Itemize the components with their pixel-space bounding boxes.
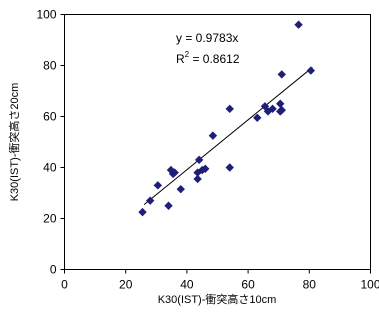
- r-squared-superscript: 2: [185, 50, 190, 59]
- data-points: [138, 20, 316, 217]
- data-point-marker: [138, 207, 147, 217]
- y-tick-label: 80: [43, 59, 57, 73]
- data-point-marker: [208, 131, 218, 140]
- data-point-marker: [263, 107, 273, 116]
- axis-ticks: [60, 14, 371, 274]
- data-point-marker: [164, 201, 173, 210]
- data-point-marker: [193, 174, 202, 184]
- data-point-marker: [176, 184, 185, 194]
- r-squared-label: R2 = 0.8612: [176, 50, 240, 66]
- data-point-marker: [201, 164, 210, 173]
- data-point-marker: [294, 20, 303, 29]
- y-tick-label: 0: [50, 263, 57, 277]
- x-tick-label: 80: [303, 278, 317, 292]
- data-point-marker: [225, 163, 234, 172]
- y-tick-label: 40: [43, 161, 57, 175]
- equation-label: y = 0.9783x: [176, 31, 238, 45]
- x-tick-label: 100: [360, 278, 379, 292]
- y-tick-label: 20: [43, 212, 57, 226]
- y-axis-title: K30(IST)-衝突高さ20cm: [7, 83, 21, 202]
- x-axis-title: K30(IST)-衝突高さ10cm: [158, 292, 277, 306]
- y-tick-label: 60: [43, 110, 57, 124]
- data-point-marker: [170, 168, 179, 177]
- r-squared-value: = 0.8612: [189, 52, 240, 66]
- plot-area-frame: [64, 14, 371, 270]
- data-point-marker: [277, 70, 286, 79]
- data-point-marker: [277, 105, 286, 115]
- x-tick-label: 60: [241, 278, 255, 292]
- x-tick-label: 40: [180, 278, 194, 292]
- r-squared-letter: R: [176, 52, 185, 66]
- trend-line: [143, 67, 313, 206]
- data-point-marker: [145, 196, 155, 205]
- x-tick-label: 20: [119, 278, 133, 292]
- tick-labels: 0 20 40 60 80 100 0 20 40 60 80 100: [36, 8, 379, 292]
- y-tick-label: 100: [36, 8, 56, 22]
- data-point-marker: [153, 181, 163, 190]
- x-tick-label: 0: [61, 278, 68, 292]
- data-point-marker: [276, 99, 285, 108]
- data-point-marker: [268, 104, 277, 114]
- data-point-marker: [225, 104, 234, 114]
- data-point-marker: [306, 66, 316, 75]
- data-point-marker: [253, 113, 262, 122]
- data-point-marker: [194, 155, 204, 165]
